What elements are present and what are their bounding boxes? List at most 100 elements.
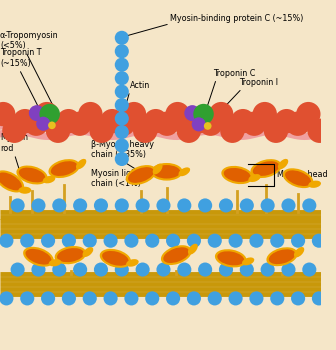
Circle shape <box>41 291 55 306</box>
Ellipse shape <box>126 165 156 185</box>
Ellipse shape <box>161 245 192 265</box>
Ellipse shape <box>153 165 180 178</box>
Ellipse shape <box>178 167 190 176</box>
Circle shape <box>312 234 326 248</box>
Circle shape <box>0 291 13 306</box>
Ellipse shape <box>23 247 54 267</box>
Circle shape <box>219 262 233 276</box>
Circle shape <box>46 119 70 143</box>
Circle shape <box>62 234 76 248</box>
Circle shape <box>291 234 305 248</box>
Text: Myosin
rod: Myosin rod <box>0 133 28 153</box>
Circle shape <box>52 198 66 212</box>
Ellipse shape <box>55 246 86 264</box>
Circle shape <box>0 234 13 248</box>
Ellipse shape <box>308 181 321 188</box>
Ellipse shape <box>19 168 45 182</box>
Circle shape <box>136 198 150 212</box>
Circle shape <box>184 105 200 121</box>
Circle shape <box>177 198 192 212</box>
Circle shape <box>302 262 317 276</box>
Circle shape <box>143 109 168 133</box>
Ellipse shape <box>248 174 261 182</box>
Ellipse shape <box>48 159 80 178</box>
Circle shape <box>291 291 305 306</box>
Ellipse shape <box>0 170 24 192</box>
Circle shape <box>73 262 87 276</box>
Circle shape <box>29 105 45 121</box>
Circle shape <box>209 102 233 126</box>
Ellipse shape <box>250 159 282 178</box>
Circle shape <box>94 198 108 212</box>
Circle shape <box>115 85 129 99</box>
Circle shape <box>208 291 222 306</box>
Ellipse shape <box>188 244 198 254</box>
Circle shape <box>68 112 92 136</box>
Circle shape <box>52 262 66 276</box>
Ellipse shape <box>294 247 304 257</box>
Circle shape <box>73 198 87 212</box>
Ellipse shape <box>215 249 247 267</box>
Text: Myosin light
chain (<1%): Myosin light chain (<1%) <box>91 169 141 188</box>
Ellipse shape <box>76 159 86 169</box>
Circle shape <box>240 262 254 276</box>
Circle shape <box>261 262 275 276</box>
Circle shape <box>204 122 212 130</box>
Circle shape <box>94 262 108 276</box>
Circle shape <box>198 112 223 136</box>
Ellipse shape <box>278 159 288 169</box>
Circle shape <box>24 112 48 136</box>
Ellipse shape <box>43 176 55 183</box>
Ellipse shape <box>82 247 93 257</box>
Circle shape <box>296 102 321 126</box>
Circle shape <box>208 234 222 248</box>
Text: Troponin C: Troponin C <box>213 69 255 78</box>
Ellipse shape <box>16 166 48 184</box>
Circle shape <box>115 31 129 45</box>
Ellipse shape <box>126 259 139 267</box>
Circle shape <box>193 104 214 124</box>
Ellipse shape <box>266 247 298 266</box>
Text: Troponin I: Troponin I <box>239 78 278 88</box>
Ellipse shape <box>221 166 253 184</box>
Circle shape <box>10 198 25 212</box>
Circle shape <box>115 125 129 139</box>
Circle shape <box>133 119 157 143</box>
Circle shape <box>111 112 136 136</box>
Circle shape <box>264 119 288 143</box>
Circle shape <box>275 109 299 133</box>
Circle shape <box>103 291 118 306</box>
Circle shape <box>13 109 37 133</box>
Circle shape <box>242 112 266 136</box>
Ellipse shape <box>151 163 183 181</box>
Circle shape <box>20 291 34 306</box>
Ellipse shape <box>51 161 77 176</box>
Ellipse shape <box>242 258 254 265</box>
Circle shape <box>115 152 129 166</box>
Ellipse shape <box>57 248 84 262</box>
Ellipse shape <box>0 173 22 190</box>
Circle shape <box>157 198 171 212</box>
Circle shape <box>31 198 45 212</box>
Circle shape <box>302 198 317 212</box>
Ellipse shape <box>217 251 244 265</box>
Circle shape <box>35 102 59 126</box>
Circle shape <box>115 262 129 276</box>
Circle shape <box>249 234 263 248</box>
Circle shape <box>0 102 15 126</box>
Circle shape <box>48 121 56 129</box>
Circle shape <box>282 198 296 212</box>
Circle shape <box>115 44 129 58</box>
Ellipse shape <box>153 163 163 174</box>
Ellipse shape <box>163 247 189 263</box>
Text: β-Myosin heavy
chain (~35%): β-Myosin heavy chain (~35%) <box>91 140 154 159</box>
Ellipse shape <box>283 168 313 188</box>
Circle shape <box>286 112 310 136</box>
Circle shape <box>100 109 124 133</box>
Circle shape <box>166 291 180 306</box>
Circle shape <box>56 109 81 133</box>
Circle shape <box>62 291 76 306</box>
Ellipse shape <box>49 259 61 266</box>
Circle shape <box>10 262 25 276</box>
Circle shape <box>39 104 60 124</box>
